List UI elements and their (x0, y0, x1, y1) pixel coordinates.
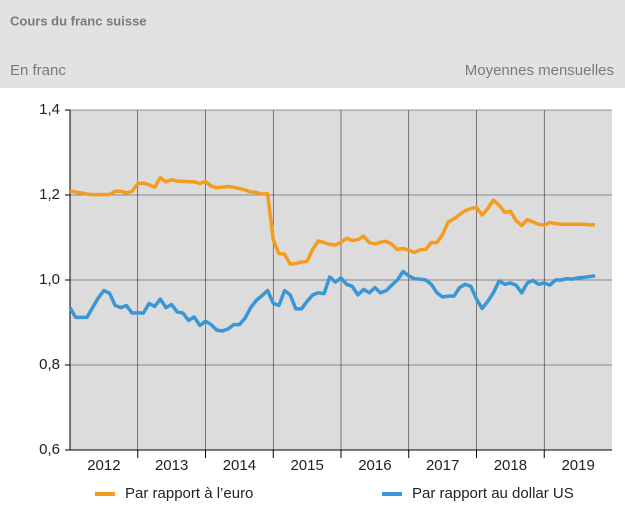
chart-note: Moyennes mensuelles (465, 62, 614, 79)
x-tick-label: 2017 (426, 457, 459, 474)
chart-subtitle: En franc (10, 62, 66, 79)
header-band (0, 0, 625, 88)
y-tick-label: 0,8 (39, 356, 60, 373)
y-tick-label: 0,6 (39, 441, 60, 458)
legend-label: Par rapport à l’euro (125, 485, 253, 502)
y-tick-label: 1,0 (39, 271, 60, 288)
x-tick-label: 2019 (561, 457, 594, 474)
x-tick-label: 2018 (494, 457, 527, 474)
legend-label: Par rapport au dollar US (412, 485, 574, 502)
x-tick-label: 2015 (290, 457, 323, 474)
x-tick-label: 2014 (223, 457, 256, 474)
x-tick-label: 2016 (358, 457, 391, 474)
y-tick-label: 1,4 (39, 101, 60, 118)
y-tick-label: 1,2 (39, 186, 60, 203)
chart-title: Cours du franc suisse (10, 13, 147, 28)
x-tick-label: 2012 (87, 457, 120, 474)
series-line (68, 269, 596, 333)
series-line (69, 175, 596, 267)
x-tick-label: 2013 (155, 457, 188, 474)
